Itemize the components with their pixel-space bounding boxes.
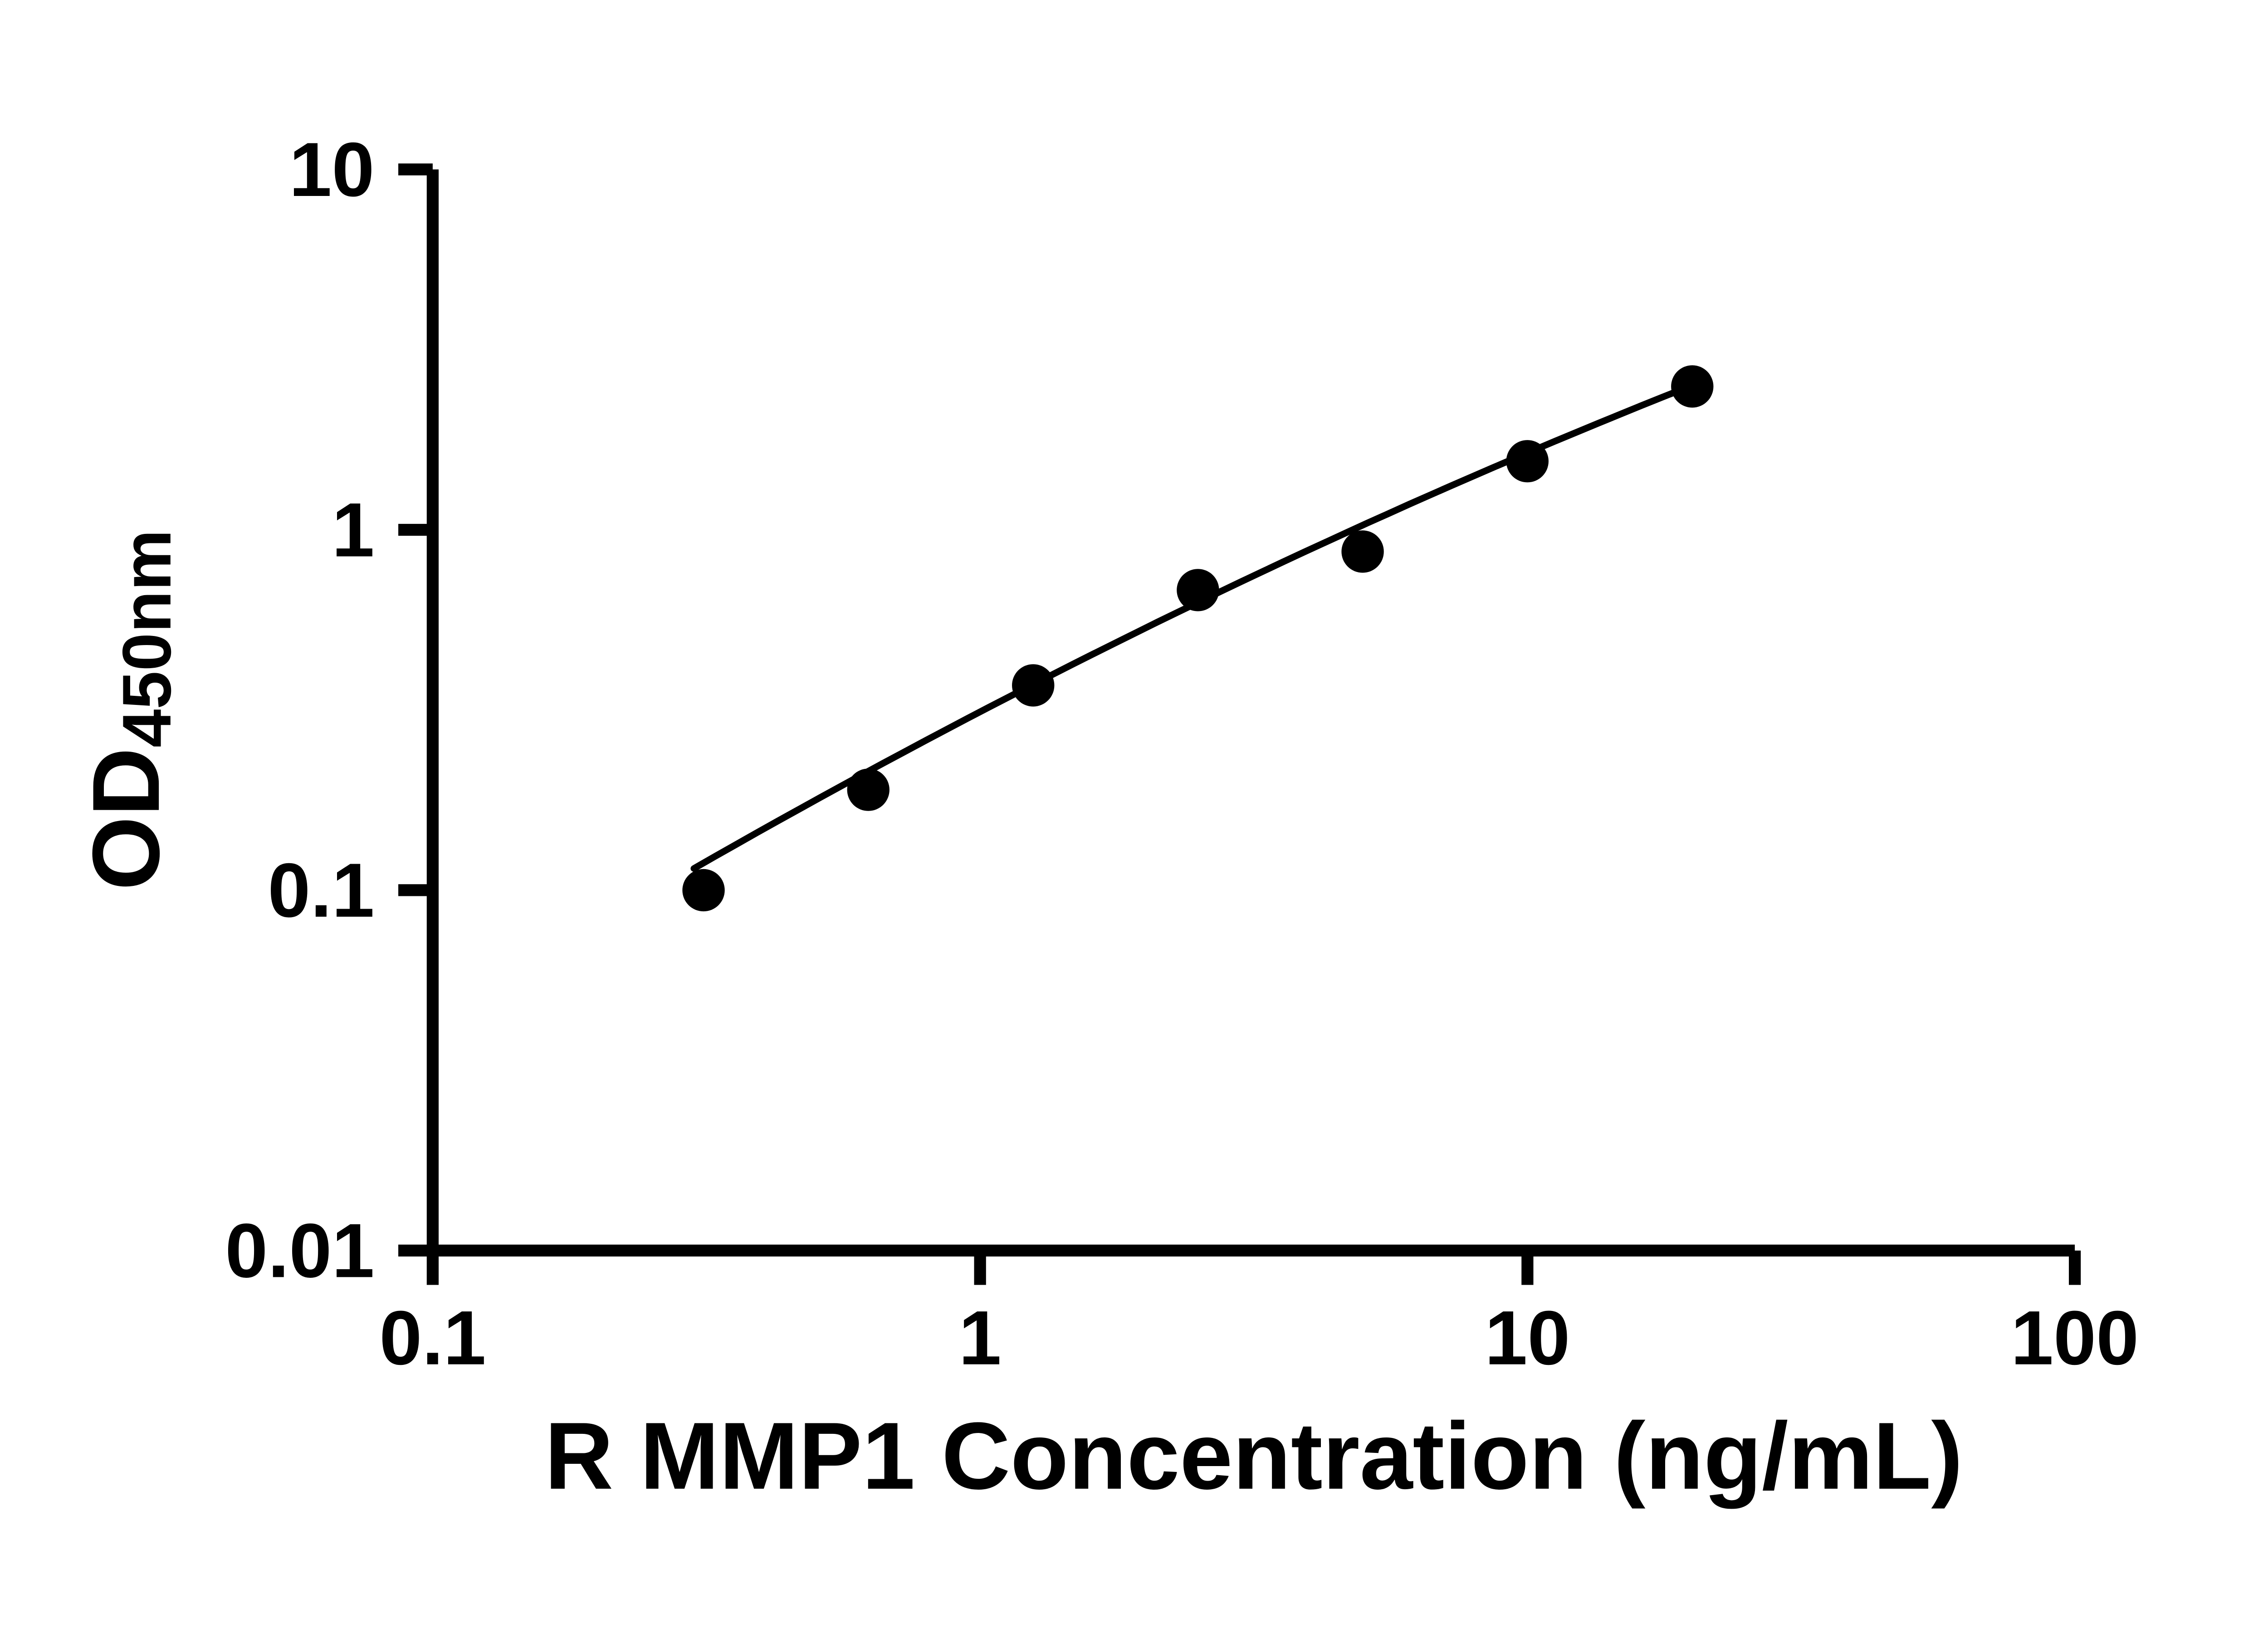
y-tick-label: 0.1 bbox=[268, 847, 374, 933]
y-tick-label: 0.01 bbox=[225, 1208, 374, 1293]
y-tick-label: 1 bbox=[332, 487, 374, 572]
data-point bbox=[1671, 365, 1714, 408]
data-point bbox=[1506, 440, 1549, 483]
x-tick-label: 10 bbox=[1485, 1295, 1570, 1381]
data-point bbox=[1012, 664, 1055, 707]
fit-line bbox=[690, 377, 1707, 872]
y-axis-label: OD450nm bbox=[73, 529, 186, 890]
axes-frame bbox=[426, 169, 2075, 1257]
x-tick-label: 0.1 bbox=[379, 1295, 486, 1381]
data-point bbox=[847, 768, 890, 811]
x-axis-label: R MMP1 Concentration (ng/mL) bbox=[545, 1403, 1963, 1509]
data-point bbox=[682, 869, 725, 912]
x-tick-label: 100 bbox=[2011, 1295, 2139, 1381]
x-tick-label: 1 bbox=[959, 1295, 1002, 1381]
data-point bbox=[1341, 530, 1384, 573]
y-tick-label: 10 bbox=[289, 127, 374, 212]
data-point bbox=[1177, 569, 1219, 611]
